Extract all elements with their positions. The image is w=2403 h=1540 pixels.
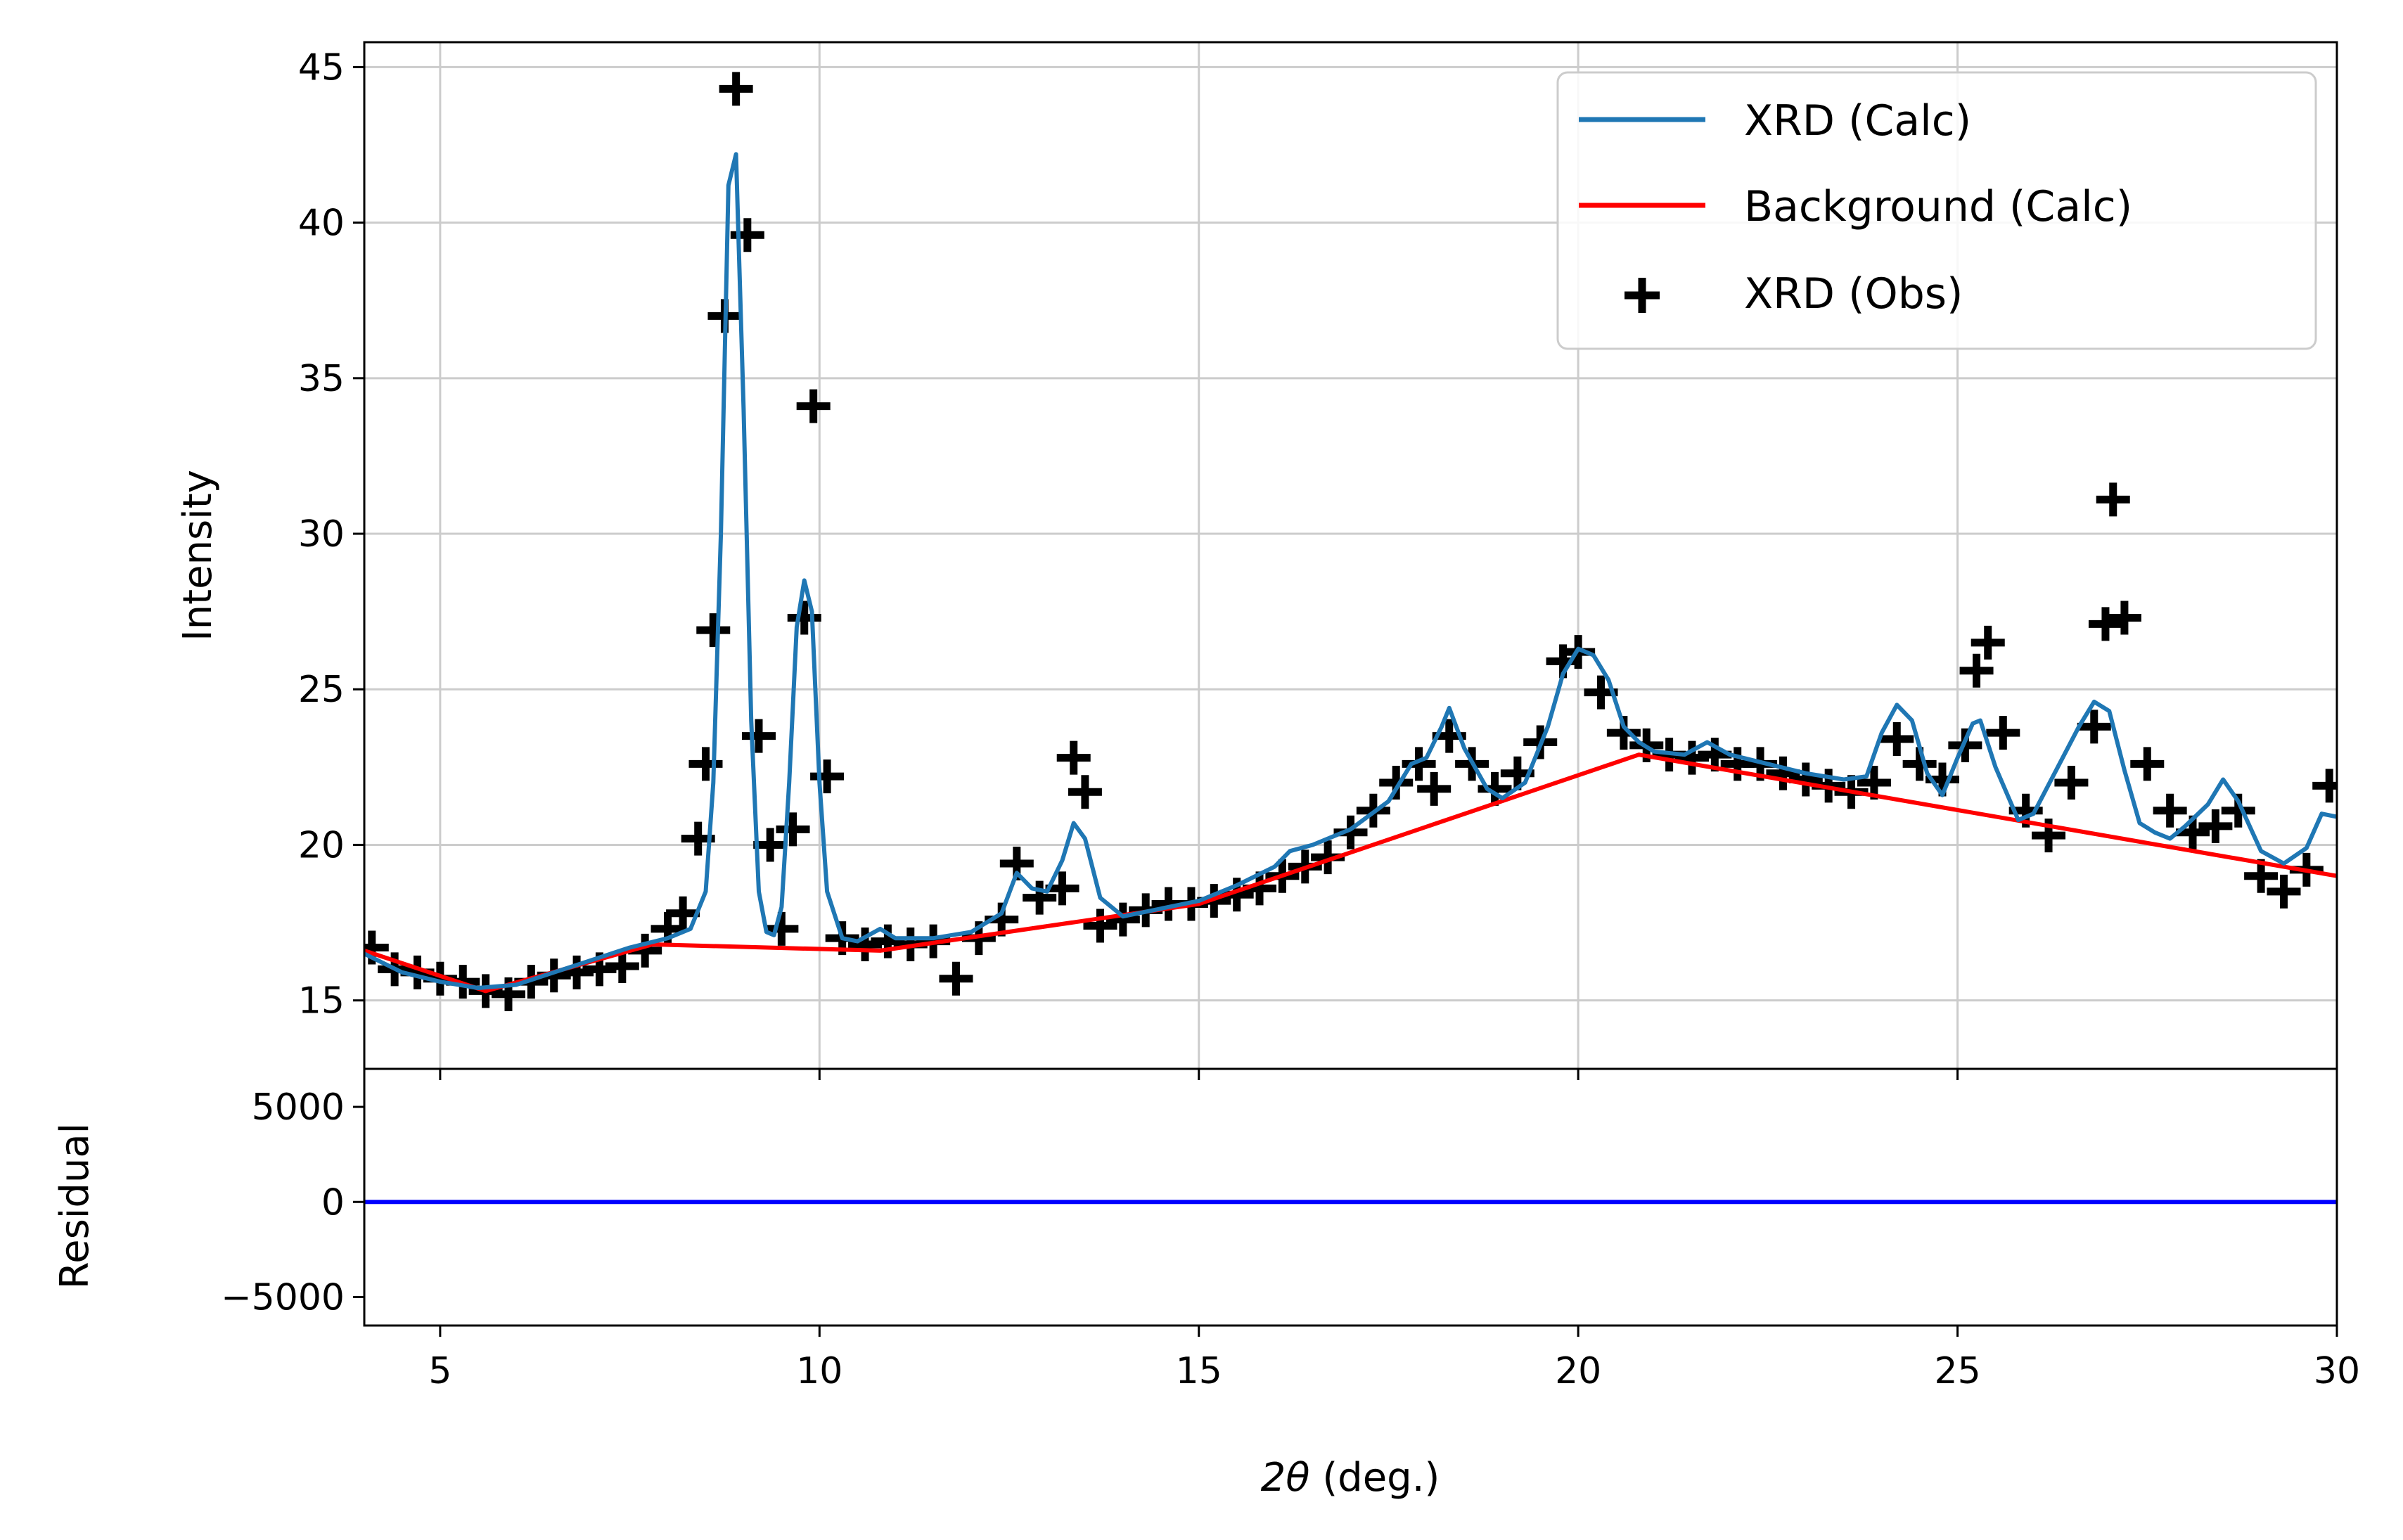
x-ticks: 5 10 15 20 25 30: [428, 1069, 2360, 1392]
obs-point: [1788, 762, 1823, 797]
obs-point: [1083, 909, 1117, 943]
main-y-tick-label: 45: [298, 46, 345, 89]
main-y-tick-label: 20: [298, 824, 345, 866]
legend-obs-label: XRD (Obs): [1744, 269, 1963, 319]
obs-point: [810, 759, 845, 794]
obs-point: [696, 613, 731, 648]
obs-point: [2267, 874, 2301, 909]
x-tick-label: 20: [1555, 1350, 1601, 1392]
main-plot-area: [364, 72, 2337, 1011]
x-tick-label: 30: [2314, 1350, 2360, 1392]
legend-obs-marker: [1625, 278, 1660, 313]
obs-point: [1959, 653, 1994, 688]
main-y-tick-label: 30: [298, 513, 345, 556]
obs-point: [1023, 880, 1057, 915]
x-axis-symbol: 2θ: [1261, 1455, 1310, 1501]
x-axis-unit: (deg.): [1310, 1455, 1440, 1501]
main-y-tick-label: 35: [298, 358, 345, 400]
obs-point: [688, 747, 723, 781]
residual-panel: −5000 0 5000 Residual: [52, 1067, 2338, 1327]
x-tick-label: 10: [796, 1350, 842, 1392]
obs-point: [1880, 722, 1914, 757]
obs-point: [2153, 793, 2187, 828]
obs-point: [719, 72, 753, 106]
obs-point: [1379, 765, 1414, 800]
obs-point: [939, 961, 973, 996]
residual-y-axis-title: Residual: [52, 1123, 98, 1290]
main-panel: 15 20 25 30 35 40 45 Intensity: [175, 41, 2338, 1070]
obs-point: [1478, 771, 1512, 806]
obs-point: [2130, 747, 2165, 781]
obs-point: [1766, 756, 1800, 790]
obs-point: [742, 719, 776, 753]
legend: XRD (Calc) Background (Calc) XRD (Obs): [1556, 71, 2317, 350]
obs-point: [2077, 710, 2111, 744]
residual-y-tick-label: 5000: [252, 1086, 345, 1129]
main-y-axis-title: Intensity: [175, 470, 221, 641]
main-y-ticks: 15 20 25 30 35 40 45: [298, 46, 364, 1022]
obs-point: [1056, 740, 1091, 775]
obs-point: [2198, 809, 2233, 843]
obs-point: [1402, 747, 1436, 781]
obs-point: [764, 911, 799, 946]
obs-point: [1068, 775, 1102, 809]
obs-point: [1045, 871, 1079, 906]
obs-point: [1417, 771, 1452, 806]
obs-point: [1986, 716, 2020, 750]
x-tick-label: 25: [1934, 1350, 1980, 1392]
main-grid: [364, 42, 2338, 1069]
obs-point: [787, 601, 821, 635]
main-y-tick-label: 40: [298, 203, 345, 245]
obs-point: [730, 218, 764, 252]
residual-axes-frame: [363, 1067, 2338, 1327]
obs-point: [796, 389, 831, 423]
obs-point: [2054, 765, 2089, 800]
obs-point: [1971, 625, 2005, 660]
residual-y-tick-label: −5000: [221, 1276, 345, 1318]
legend-calc-label: XRD (Calc): [1744, 96, 1971, 146]
obs-point: [2096, 482, 2130, 517]
residual-y-ticks: −5000 0 5000: [221, 1086, 364, 1318]
background-calc-line: [364, 752, 2337, 994]
obs-point: [2107, 601, 2141, 635]
main-y-tick-label: 25: [298, 669, 345, 711]
main-y-tick-label: 15: [298, 980, 345, 1022]
obs-point: [2088, 607, 2122, 641]
obs-point: [2312, 769, 2337, 803]
obs-point: [666, 896, 700, 930]
residual-y-tick-label: 0: [321, 1181, 345, 1224]
x-tick-label: 5: [428, 1350, 451, 1392]
legend-box: [1556, 71, 2317, 350]
legend-background-label: Background (Calc): [1744, 182, 2132, 231]
obs-point: [753, 828, 788, 862]
obs-point: [776, 812, 810, 847]
x-axis-title: 2θ (deg.): [1261, 1455, 1440, 1501]
obs-point: [1106, 902, 1140, 937]
x-tick-label: 15: [1176, 1350, 1222, 1392]
xrd-calc-line: [364, 152, 2337, 990]
